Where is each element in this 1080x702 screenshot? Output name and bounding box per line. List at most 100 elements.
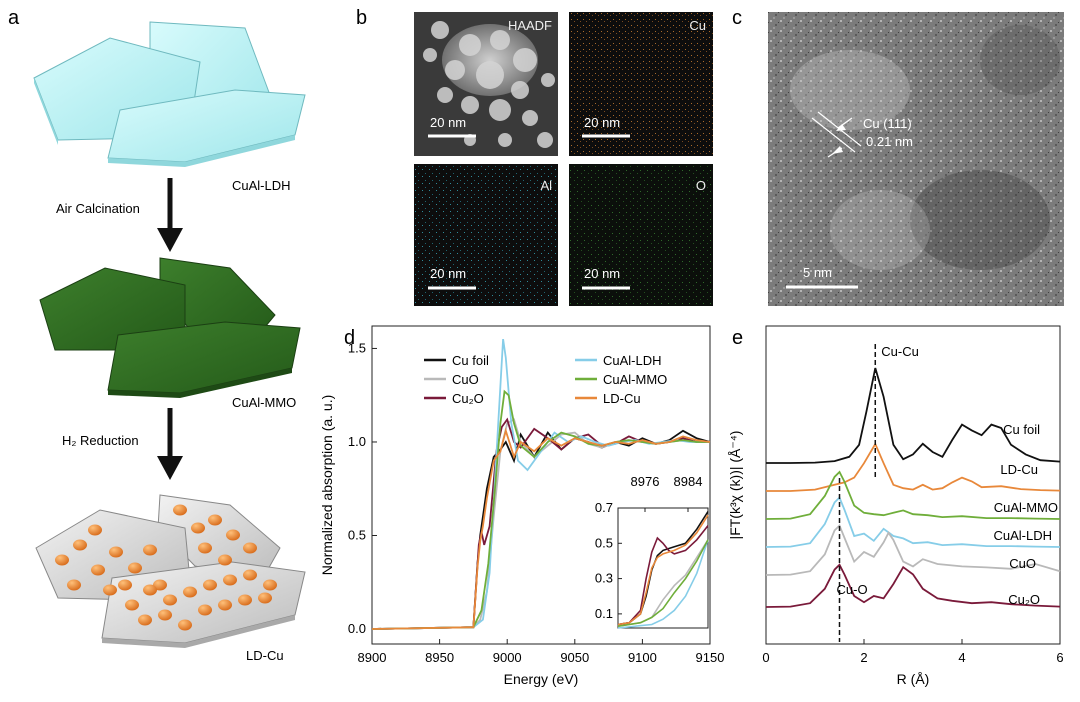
chart-e-ylabel: |FT(k³χ (k))| (Å⁻⁴) — [727, 431, 743, 540]
series-line-cuo — [765, 524, 1061, 576]
scale-label-cu: 20 nm — [584, 115, 620, 130]
inset-y-tick-label: 0.5 — [595, 535, 613, 550]
panel-b-eds-maps: b HAADF 20 nm Cu 20 nm Al 20 nm O — [356, 7, 713, 306]
panel-c-hrtem: c Cu (111) 0.21 nm 5 nm — [732, 7, 1064, 306]
haadf-particle — [490, 30, 510, 50]
panel-label-a: a — [8, 7, 20, 29]
material-label-ldh: CuAl-LDH — [232, 178, 291, 193]
cu-particle — [198, 604, 212, 616]
haadf-particle — [423, 48, 437, 62]
legend-label-ld-cu: LD-Cu — [603, 391, 641, 406]
chart-e-series — [765, 344, 1061, 642]
series-label-cual-mmo: CuAl-MMO — [994, 500, 1058, 515]
inset-x-tick-label: 8976 — [631, 474, 660, 489]
y-tick-label: 1.0 — [348, 434, 366, 449]
series-line-ld-cu — [371, 427, 711, 630]
step-label-calcination: Air Calcination — [56, 201, 140, 216]
tile-haadf: HAADF 20 nm — [414, 12, 558, 156]
lattice-line-1 — [811, 117, 856, 153]
series-line-cual-ldh — [765, 496, 1061, 548]
panel-a-schematic: a CuAl-LDH Air Calcination CuAl-MMO H₂ R… — [8, 7, 306, 663]
cu-particle — [208, 514, 222, 526]
inset-series-ld-cu — [617, 514, 709, 626]
cu-particle — [91, 564, 105, 576]
cu-particle — [153, 579, 167, 591]
cu-particle — [238, 594, 252, 606]
series-label-cu-foil: Cu foil — [1003, 422, 1040, 437]
haadf-particle — [459, 34, 481, 56]
x-tick-label: 6 — [1056, 650, 1063, 665]
scale-label-haadf: 20 nm — [430, 115, 466, 130]
cu-particle — [191, 522, 205, 534]
chart-d-xlabel: Energy (eV) — [504, 671, 579, 687]
inset-series-cual-ldh — [617, 539, 709, 629]
x-tick-label: 0 — [762, 650, 769, 665]
cu-particle — [226, 529, 240, 541]
x-tick-label: 9100 — [628, 650, 657, 665]
inset-y-tick-label: 0.1 — [595, 606, 613, 621]
material-label-mmo: CuAl-MMO — [232, 395, 296, 410]
legend-label-cu-foil: Cu foil — [452, 353, 489, 368]
cu-particle — [138, 614, 152, 626]
series-label-cuo: CuO — [1009, 556, 1036, 571]
inset-y-tick-label: 0.3 — [595, 571, 613, 586]
cu-particle — [243, 542, 257, 554]
cu-particle — [118, 579, 132, 591]
cu-particle — [67, 579, 81, 591]
x-tick-label: 2 — [860, 650, 867, 665]
chart-e-xlabel: R (Å) — [897, 671, 930, 687]
haadf-particle — [489, 99, 511, 121]
cu-particle — [103, 584, 117, 596]
series-label-cu-o: Cu₂O — [1008, 592, 1040, 607]
chart-d-frame — [371, 325, 711, 645]
tile-o: O 20 nm — [569, 164, 713, 306]
cu-particle — [88, 524, 102, 536]
legend-label-cual-mmo: CuAl-MMO — [603, 372, 667, 387]
cu-particle — [218, 554, 232, 566]
chart-e-frame — [765, 325, 1061, 645]
cu-nanoparticles — [55, 504, 277, 631]
cu-particle — [218, 599, 232, 611]
cu-particle — [173, 504, 187, 516]
haadf-particle — [445, 60, 465, 80]
x-tick-label: 9050 — [560, 650, 589, 665]
x-tick-label: 4 — [958, 650, 965, 665]
scale-label-al: 20 nm — [430, 266, 466, 281]
haadf-particle — [437, 87, 453, 103]
haadf-particle — [431, 21, 449, 39]
y-tick-label: 0.0 — [348, 621, 366, 636]
cu-particle — [223, 574, 237, 586]
tile-cu: Cu 20 nm — [569, 12, 713, 156]
lattice-spacing-label: 0.21 nm — [866, 134, 913, 149]
panel-label-c: c — [732, 7, 742, 29]
legend-label-cual-ldh: CuAl-LDH — [603, 353, 662, 368]
cu-particle — [203, 579, 217, 591]
cu-particle — [109, 546, 123, 558]
inset-x-tick-label: 8984 — [674, 474, 703, 489]
cu-particle — [143, 584, 157, 596]
arrow-head-1-icon — [157, 228, 183, 252]
haadf-particle — [522, 110, 538, 126]
cu-particle — [198, 542, 212, 554]
series-line-ld-cu — [766, 442, 1061, 492]
panel-label-b: b — [356, 7, 367, 29]
cu-particle — [158, 609, 172, 621]
cu-particle — [243, 569, 257, 581]
series-line-cu-o — [765, 563, 1061, 608]
cu-particle — [258, 592, 272, 604]
cu-particle — [128, 562, 142, 574]
lattice-plane-label: Cu (111) — [863, 116, 912, 131]
pointer-head-1-icon — [836, 124, 846, 131]
cu-particle — [163, 594, 177, 606]
series-line-cual-mmo — [765, 470, 1061, 520]
inset-frame — [617, 507, 709, 629]
y-tick-label: 0.5 — [348, 528, 366, 543]
inset-series-cual-mmo — [617, 539, 709, 627]
chart-d-ylabel: Normalized absorption (a. u.) — [319, 395, 335, 576]
tile-al: Al 20 nm — [414, 164, 558, 306]
cu-particle — [73, 539, 87, 551]
tile-label-cu: Cu — [689, 18, 706, 33]
x-tick-label: 8900 — [358, 650, 387, 665]
